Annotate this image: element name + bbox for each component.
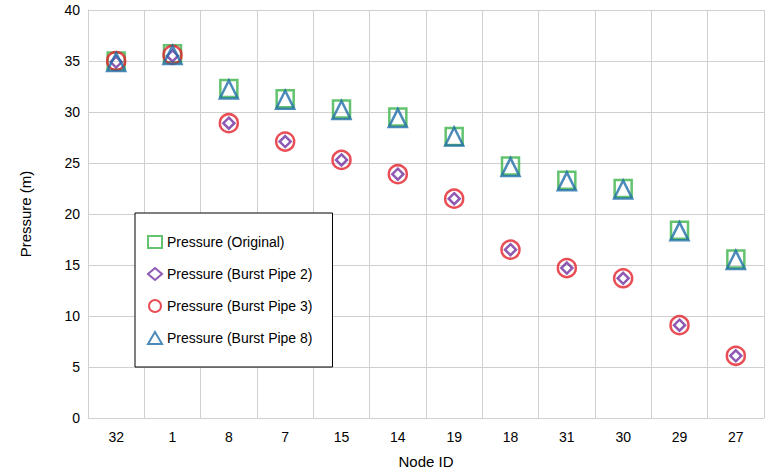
svg-text:0: 0 — [72, 410, 80, 426]
svg-text:Pressure (Burst Pipe 8): Pressure (Burst Pipe 8) — [167, 330, 313, 346]
svg-text:1: 1 — [169, 429, 177, 445]
svg-text:20: 20 — [64, 206, 80, 222]
svg-text:15: 15 — [64, 257, 80, 273]
svg-text:Pressure (m): Pressure (m) — [17, 171, 34, 258]
svg-text:10: 10 — [64, 308, 80, 324]
svg-text:8: 8 — [225, 429, 233, 445]
svg-text:5: 5 — [72, 359, 80, 375]
svg-text:29: 29 — [672, 429, 688, 445]
svg-text:35: 35 — [64, 53, 80, 69]
svg-text:Pressure (Burst Pipe 2): Pressure (Burst Pipe 2) — [167, 266, 313, 282]
svg-text:Pressure (Burst Pipe 3): Pressure (Burst Pipe 3) — [167, 298, 313, 314]
svg-text:7: 7 — [281, 429, 289, 445]
svg-text:25: 25 — [64, 155, 80, 171]
svg-text:32: 32 — [108, 429, 124, 445]
svg-text:30: 30 — [615, 429, 631, 445]
svg-text:31: 31 — [559, 429, 575, 445]
svg-text:Pressure (Original): Pressure (Original) — [167, 234, 284, 250]
svg-text:27: 27 — [728, 429, 744, 445]
svg-text:14: 14 — [390, 429, 406, 445]
svg-text:15: 15 — [334, 429, 350, 445]
svg-text:40: 40 — [64, 2, 80, 18]
svg-text:Node ID: Node ID — [398, 453, 453, 470]
svg-text:30: 30 — [64, 104, 80, 120]
svg-text:19: 19 — [446, 429, 462, 445]
svg-text:18: 18 — [503, 429, 519, 445]
